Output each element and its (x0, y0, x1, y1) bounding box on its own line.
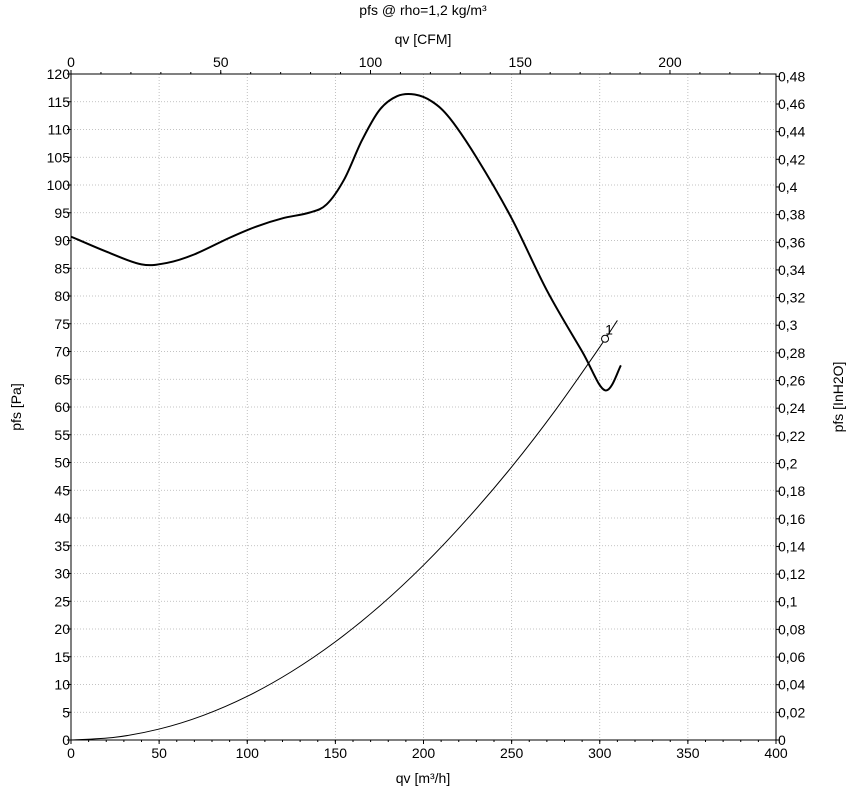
grid (71, 74, 776, 740)
y2-tick-label: 0,3 (778, 317, 798, 333)
y-tick-label: 15 (54, 649, 70, 665)
x-tick-label: 250 (500, 745, 524, 761)
right-y-axis-title: pfs [InH2O] (830, 362, 846, 433)
x2-tick-label: 100 (359, 54, 383, 70)
y-tick-label: 75 (54, 316, 70, 332)
y2-tick-label: 0,34 (778, 262, 805, 278)
x-tick-label: 150 (324, 745, 348, 761)
y2-tick-label: 0,32 (778, 290, 805, 306)
y-tick-label: 105 (47, 149, 71, 165)
y2-tick-label: 0,38 (778, 207, 805, 223)
y-tick-label: 110 (48, 122, 71, 138)
y-tick-label: 70 (54, 344, 70, 360)
y2-tick-label: 0,02 (778, 704, 805, 720)
y2-tick-label: 0,42 (778, 151, 805, 167)
x2-tick-label: 50 (213, 54, 229, 70)
y-tick-label: 40 (54, 510, 70, 526)
x2-tick-label: 150 (509, 54, 533, 70)
top-x-axis-title: qv [CFM] (395, 31, 452, 47)
y-tick-label: 55 (54, 427, 70, 443)
y-tick-label: 65 (54, 371, 70, 387)
y2-tick-label: 0,2 (778, 455, 798, 471)
y-tick-label: 0 (62, 732, 70, 748)
curves (70, 92, 622, 741)
tick-labels: 0510152025303540455055606570758085909510… (47, 54, 806, 761)
y-tick-label: 80 (54, 288, 70, 304)
y2-tick-label: 0,12 (778, 566, 805, 582)
left-y-axis-title: pfs [Pa] (8, 383, 24, 430)
y-tick-label: 50 (54, 455, 70, 471)
x-tick-label: 50 (151, 745, 167, 761)
y2-tick-label: 0,06 (778, 649, 805, 665)
y2-tick-label: 0,48 (778, 68, 805, 84)
y2-tick-label: 0,36 (778, 234, 805, 250)
operating-point-label: 1 (605, 322, 613, 338)
y2-tick-label: 0,28 (778, 345, 805, 361)
y2-tick-label: 0,08 (778, 621, 805, 637)
chart-title: pfs @ rho=1,2 kg/m³ (359, 2, 487, 18)
y-tick-label: 10 (54, 677, 70, 693)
x-tick-label: 200 (412, 745, 436, 761)
y2-tick-label: 0,1 (778, 594, 798, 610)
y2-tick-label: 0,26 (778, 373, 805, 389)
y-tick-label: 45 (54, 482, 70, 498)
y2-tick-label: 0,16 (778, 511, 805, 527)
y-tick-label: 20 (54, 621, 70, 637)
system-curve-line (70, 320, 618, 741)
y2-tick-label: 0,24 (778, 400, 805, 416)
operating-point-marker (601, 334, 610, 343)
y2-tick-label: 0,14 (778, 538, 805, 554)
bottom-x-axis-title: qv [m³/h] (396, 770, 450, 786)
y-tick-label: 120 (47, 66, 71, 82)
x-tick-label: 300 (588, 745, 612, 761)
x2-tick-label: 200 (658, 54, 682, 70)
x-tick-label: 100 (236, 745, 260, 761)
y-tick-label: 30 (54, 566, 70, 582)
fan-curve-line (70, 92, 622, 392)
y2-tick-label: 0,44 (778, 124, 805, 140)
y2-tick-label: 0,46 (778, 96, 805, 112)
x-tick-label: 350 (676, 745, 700, 761)
axis-ticks (67, 70, 780, 744)
y2-tick-label: 0,22 (778, 428, 805, 444)
y-tick-label: 25 (54, 593, 70, 609)
y-tick-label: 85 (54, 260, 70, 276)
y-tick-label: 100 (47, 177, 71, 193)
y2-tick-label: 0,04 (778, 677, 805, 693)
y2-tick-label: 0,4 (778, 179, 798, 195)
y2-tick-label: 0,18 (778, 483, 805, 499)
y-tick-label: 5 (62, 704, 70, 720)
y-tick-label: 115 (48, 94, 71, 110)
x-tick-label: 400 (764, 745, 788, 761)
y-tick-label: 35 (54, 538, 70, 554)
y-tick-label: 60 (54, 399, 70, 415)
annotations: 1 (601, 322, 613, 343)
x-tick-label: 0 (67, 745, 75, 761)
x2-tick-label: 0 (67, 54, 75, 70)
y2-tick-label: 0 (778, 732, 786, 748)
y-tick-label: 90 (54, 233, 70, 249)
y-tick-label: 95 (54, 205, 70, 221)
